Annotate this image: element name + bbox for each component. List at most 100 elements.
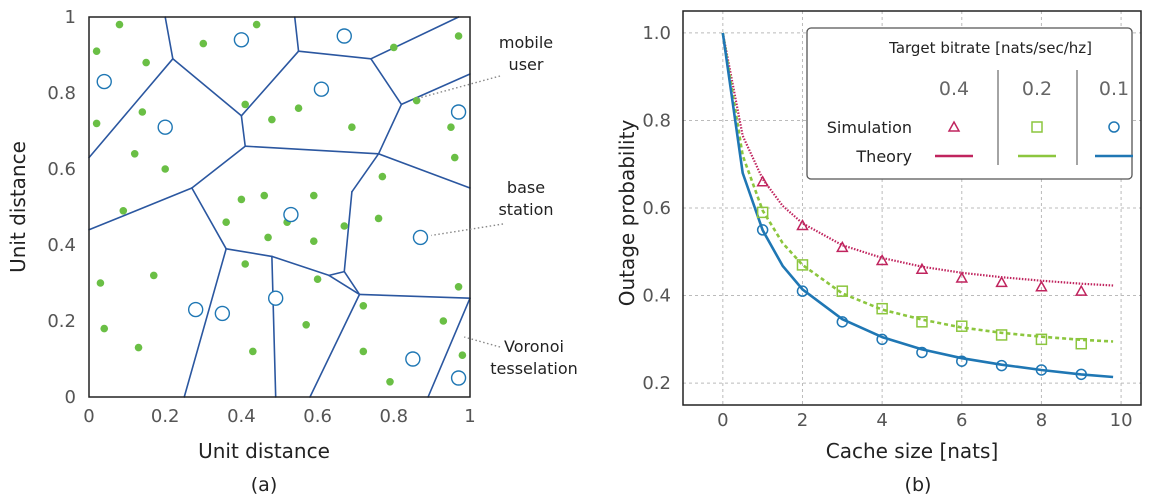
voronoi-cell-edge [400, 73, 471, 106]
voronoi-cell-edge [377, 153, 471, 189]
mobile-user-point [241, 260, 250, 268]
outage-x-tick-label: 0 [717, 410, 728, 431]
legend-column-0-2: 0.2 [1022, 78, 1052, 100]
mobile-user-point [138, 108, 147, 116]
voronoi-x-tick-label: 0.6 [303, 406, 332, 427]
voronoi-cell-edge [191, 187, 227, 250]
voronoi-cell-edge [370, 16, 460, 60]
outage-x-tick-label: 4 [876, 410, 887, 431]
mobile-user-point [454, 32, 463, 40]
voronoi-y-tick-label: 0 [65, 387, 76, 408]
mobile-user-point [340, 222, 349, 230]
annotation-label: station [498, 200, 553, 219]
simulation-marker-0-2 [1035, 333, 1048, 346]
annotation-label: user [509, 55, 544, 74]
mobile-user-point [294, 104, 303, 112]
voronoi-y-tick-label: 0.8 [47, 83, 76, 104]
base-station-point [233, 32, 250, 48]
legend-marker-0-2 [1031, 121, 1043, 133]
mobile-user-point [237, 195, 246, 204]
simulation-marker-0-2 [876, 302, 888, 315]
voronoi-y-tick-label: 0.4 [47, 235, 76, 256]
simulation-marker-0-4 [955, 271, 969, 283]
voronoi-x-tick-label: 1 [464, 406, 475, 427]
mobile-user-point [374, 214, 383, 223]
mobile-user-point [458, 351, 467, 360]
voronoi-cell-edge [343, 270, 361, 296]
simulation-marker-0-4 [836, 240, 849, 253]
base-station-point [450, 370, 467, 386]
mobile-user-point [359, 302, 368, 310]
outage-x-tick-label: 2 [797, 410, 808, 431]
simulation-marker-0-2 [956, 320, 968, 332]
mobile-user-point [161, 165, 169, 173]
outage-y-tick-label: 0.2 [642, 373, 671, 394]
voronoi-cell-edge [240, 50, 300, 117]
simulation-marker-0-4 [756, 175, 769, 187]
mobile-user-point [252, 20, 261, 29]
simulation-marker-0-1 [796, 285, 809, 297]
mobile-user-point [302, 321, 310, 329]
voronoi-y-axis-label: Unit distance [6, 141, 30, 273]
voronoi-cell-edge [377, 103, 403, 155]
base-station-point [214, 305, 231, 322]
voronoi-cell-edge [328, 270, 346, 277]
mobile-user-point [92, 47, 101, 55]
simulation-marker-0-1 [1075, 368, 1088, 381]
voronoi-y-tick-label: 0.2 [47, 311, 76, 332]
simulation-marker-0-4 [796, 218, 809, 231]
mobile-user-point [115, 20, 124, 29]
voronoi-plot-frame [88, 16, 471, 398]
legend-marker-0-1 [1108, 121, 1120, 133]
legend-column-0-4: 0.4 [939, 78, 969, 100]
outage-y-tick-label: 0.8 [642, 110, 671, 131]
simulation-marker-0-1 [995, 359, 1008, 372]
outage-x-tick-label: 6 [956, 410, 967, 431]
outage-x-axis-label: Cache size [nats] [826, 439, 999, 463]
outage-tick-labels: 0 2 4 6 8 10 0.2 0.4 0.6 0.8 1.0 [642, 23, 1132, 431]
simulation-markers [756, 175, 1088, 381]
legend-marker-0-4 [947, 120, 961, 132]
base-station-point [283, 206, 299, 223]
simulation-marker-0-4 [915, 262, 929, 275]
mobile-user-point [119, 207, 128, 215]
mobile-user-point [309, 191, 318, 200]
mobile-user-point [149, 271, 158, 280]
mobile-user-point [454, 283, 463, 291]
voronoi-annotations: mobile user base station Voronoi tesselation [416, 33, 578, 378]
voronoi-points [92, 20, 467, 386]
base-station-point [187, 301, 204, 318]
annotation-label: Voronoi [504, 337, 564, 356]
outage-y-tick-label: 0.4 [642, 286, 671, 307]
voronoi-cell-edge [88, 187, 193, 231]
mobile-user-point [447, 123, 455, 131]
simulation-marker-0-4 [875, 253, 889, 266]
voronoi-cell-edge [244, 145, 380, 155]
mobile-user-point [100, 324, 109, 333]
legend-swatches [935, 120, 1133, 158]
base-station-point [313, 81, 330, 97]
voronoi-cell-edge [328, 274, 361, 296]
panel-b-caption: (b) [905, 474, 932, 496]
mobile-user-point [92, 119, 101, 128]
mobile-user-point [249, 347, 257, 356]
mobile-user-point [142, 58, 150, 67]
voronoi-edges [88, 16, 471, 398]
mobile-user-point [268, 115, 276, 124]
voronoi-cell-edge [183, 248, 227, 398]
outage-y-axis-label: Outage probability [615, 120, 639, 307]
outage-x-tick-label: 10 [1110, 410, 1133, 431]
outage-x-tick-label: 8 [1036, 410, 1047, 431]
simulation-marker-0-2 [836, 285, 849, 297]
voronoi-cell-edge [370, 57, 403, 106]
legend-row-simulation: Simulation [827, 118, 912, 137]
mobile-user-point [386, 378, 394, 386]
voronoi-cell-edge [88, 57, 174, 159]
mobile-user-point [439, 317, 448, 325]
annotation-label: base [507, 178, 545, 197]
simulation-marker-0-2 [1075, 337, 1088, 350]
voronoi-cell-edge [240, 115, 247, 147]
voronoi-cell-edge [225, 248, 273, 258]
simulation-marker-0-1 [836, 316, 849, 328]
outage-y-tick-label: 0.6 [642, 198, 671, 219]
